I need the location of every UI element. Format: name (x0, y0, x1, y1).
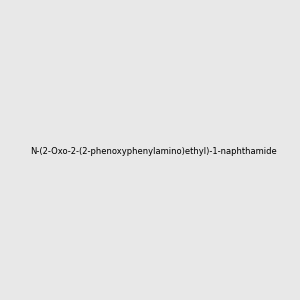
Text: N-(2-Oxo-2-(2-phenoxyphenylamino)ethyl)-1-naphthamide: N-(2-Oxo-2-(2-phenoxyphenylamino)ethyl)-… (30, 147, 277, 156)
